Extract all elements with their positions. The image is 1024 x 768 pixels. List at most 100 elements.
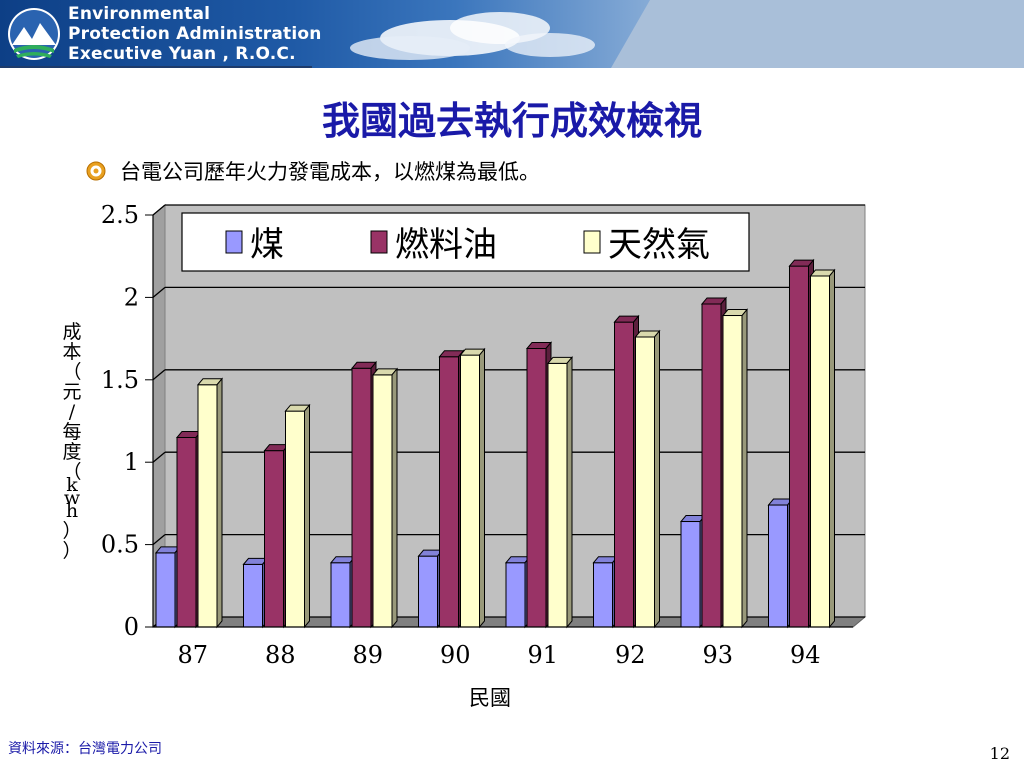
bar-side bbox=[479, 347, 485, 629]
bar-front bbox=[526, 347, 547, 628]
y-tick-label: 1 bbox=[124, 448, 139, 476]
bar bbox=[196, 377, 224, 629]
bar-front bbox=[593, 562, 613, 628]
bar bbox=[809, 268, 836, 629]
legend-swatch bbox=[225, 230, 243, 254]
bar-front bbox=[285, 410, 305, 628]
gridline-side bbox=[152, 204, 166, 216]
bar bbox=[459, 347, 486, 629]
y-tick-label: 1.5 bbox=[101, 366, 139, 394]
bar bbox=[175, 430, 203, 629]
bar-front bbox=[197, 384, 218, 628]
bar bbox=[242, 556, 269, 629]
page-number: 12 bbox=[989, 744, 1010, 763]
bar bbox=[592, 555, 619, 629]
legend: 煤 燃料油 天然氣 bbox=[181, 212, 750, 272]
bar-side bbox=[304, 403, 310, 629]
gridline-side bbox=[152, 369, 166, 381]
gridline-side bbox=[152, 451, 166, 463]
target-bullet-icon bbox=[86, 161, 106, 181]
bar bbox=[546, 355, 574, 629]
bar bbox=[788, 258, 815, 629]
bar-front bbox=[243, 563, 263, 628]
bar-front bbox=[768, 504, 788, 628]
bar-side bbox=[216, 377, 223, 629]
bar bbox=[329, 555, 357, 629]
bar bbox=[721, 308, 749, 629]
epa-mountain-logo-icon bbox=[8, 8, 60, 60]
legend-label: 天然氣 bbox=[608, 225, 710, 265]
x-tick-label: 90 bbox=[440, 641, 471, 669]
bar bbox=[154, 545, 182, 629]
bar-front bbox=[680, 521, 701, 628]
org-name-line-1: Environmental bbox=[68, 4, 211, 24]
bar-front bbox=[505, 562, 526, 628]
bar bbox=[263, 443, 290, 629]
slide-header: Environmental Protection Administration … bbox=[0, 0, 1024, 68]
bullet-text: 台電公司歷年火力發電成本，以燃煤為最低。 bbox=[120, 160, 540, 184]
bar-front bbox=[701, 303, 722, 628]
x-tick-label: 88 bbox=[265, 641, 296, 669]
bar bbox=[417, 548, 444, 629]
gridline-side bbox=[152, 534, 166, 546]
y-axis-label: 成本（元/每度（ k w h）） bbox=[62, 321, 81, 562]
bar bbox=[634, 329, 661, 629]
x-tick-label: 87 bbox=[177, 641, 208, 669]
y-tick-labels: 0 0.5 1 1.5 2 2.5 bbox=[101, 201, 139, 641]
bar-side bbox=[391, 367, 398, 629]
slide-title: 我國過去執行成效檢視 bbox=[321, 99, 702, 143]
header-underline bbox=[0, 66, 312, 68]
bar-side bbox=[741, 308, 748, 629]
bar bbox=[767, 497, 794, 629]
bar-front bbox=[176, 436, 197, 628]
bar bbox=[371, 367, 399, 629]
source-note: 資料來源：台灣電力公司 bbox=[8, 741, 162, 757]
bar-front bbox=[351, 367, 372, 628]
x-axis-label: 民國 bbox=[469, 686, 511, 710]
y-tick-label: 0.5 bbox=[101, 531, 139, 559]
legend-box bbox=[181, 212, 750, 272]
bar-front bbox=[264, 450, 284, 628]
x-tick-label: 93 bbox=[702, 641, 733, 669]
org-name-line-3: Executive Yuan , R.O.C. bbox=[68, 44, 296, 64]
bar-front bbox=[547, 362, 568, 628]
x-tick-label: 89 bbox=[352, 641, 383, 669]
y-axis-label-text: 成本（元/每度（ k w h）） bbox=[62, 321, 81, 562]
bar bbox=[700, 296, 728, 629]
bar-side bbox=[566, 355, 573, 629]
bar bbox=[613, 314, 640, 629]
bar bbox=[284, 403, 311, 629]
x-tick-label: 92 bbox=[615, 641, 646, 669]
x-tick-label: 94 bbox=[790, 641, 821, 669]
bar-front bbox=[460, 354, 480, 628]
bar-front bbox=[372, 374, 393, 628]
bar-front bbox=[635, 336, 655, 628]
bar bbox=[525, 341, 553, 629]
cloud-decoration bbox=[350, 12, 595, 60]
bar-side bbox=[654, 329, 660, 629]
bar-front bbox=[330, 562, 351, 628]
cost-bar-chart: 0 0.5 1 1.5 2 2.5 87 88 89 90 91 92 93 94 成本（元/每度（ k w… bbox=[62, 201, 867, 710]
x-tick-label: 91 bbox=[527, 641, 558, 669]
bar bbox=[679, 514, 707, 629]
legend-swatch bbox=[370, 230, 388, 254]
bar-front bbox=[418, 555, 438, 628]
bar-front bbox=[155, 552, 176, 628]
bar-front bbox=[614, 321, 634, 628]
bars bbox=[154, 258, 836, 629]
bar-front bbox=[789, 265, 809, 628]
legend-label: 煤 bbox=[250, 225, 284, 265]
y-tick-label: 0 bbox=[124, 613, 139, 641]
legend-swatch bbox=[583, 230, 601, 254]
bar bbox=[350, 360, 378, 629]
y-tick-label: 2.5 bbox=[101, 201, 139, 229]
bar-side bbox=[829, 268, 835, 629]
bar-front bbox=[439, 356, 459, 628]
x-tick-labels: 87 88 89 90 91 92 93 94 bbox=[177, 641, 820, 669]
bar bbox=[438, 349, 465, 629]
org-name-line-2: Protection Administration bbox=[68, 24, 322, 44]
gridline-side bbox=[152, 286, 166, 298]
bar bbox=[504, 555, 532, 629]
legend-label: 燃料油 bbox=[395, 225, 497, 265]
axes bbox=[145, 214, 853, 628]
